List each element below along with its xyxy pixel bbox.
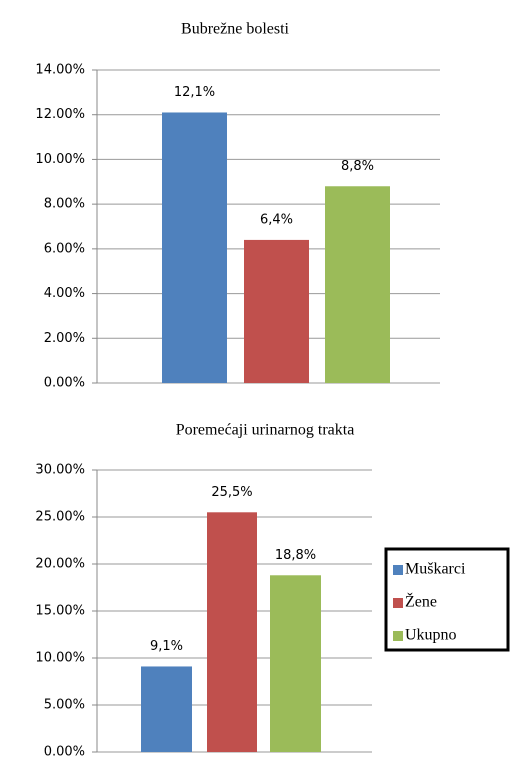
data-label: 25,5% xyxy=(211,485,252,500)
legend-box xyxy=(384,547,510,652)
data-label: 8,8% xyxy=(341,159,374,174)
chart-title: Bubrežne bolesti xyxy=(181,21,290,38)
y-tick-label: 10.00% xyxy=(35,152,85,167)
legend-text: Žene xyxy=(405,592,437,611)
bar xyxy=(162,112,227,383)
data-label: 18,8% xyxy=(275,548,316,563)
bar xyxy=(207,512,257,752)
y-tick-label: 2.00% xyxy=(44,331,85,346)
bar xyxy=(141,666,192,752)
y-tick-label: 5.00% xyxy=(44,698,85,713)
y-tick-label: 25.00% xyxy=(35,510,85,525)
data-label: 12,1% xyxy=(174,85,215,100)
chart-title: Poremećaji urinarnog trakta xyxy=(176,422,355,439)
y-tick-label: 30.00% xyxy=(35,463,85,478)
data-label: 9,1% xyxy=(150,639,183,654)
y-tick-label: 8.00% xyxy=(44,197,85,212)
bar xyxy=(270,575,321,752)
y-tick-label: 0.00% xyxy=(44,376,85,391)
y-tick-label: 0.00% xyxy=(44,745,85,757)
y-tick-label: 6.00% xyxy=(44,241,85,256)
y-tick-label: 15.00% xyxy=(35,604,85,619)
legend-swatch xyxy=(393,631,403,641)
bar xyxy=(244,239,309,383)
y-tick-label: 14.00% xyxy=(35,63,85,78)
y-tick-label: 20.00% xyxy=(35,557,85,572)
bar xyxy=(325,186,390,383)
legend-text: Muškarci xyxy=(405,561,466,578)
y-tick-label: 4.00% xyxy=(44,286,85,301)
y-tick-label: 10.00% xyxy=(35,651,85,666)
y-tick-label: 12.00% xyxy=(35,107,85,122)
legend-swatch xyxy=(393,598,403,608)
legend-swatch xyxy=(393,565,403,575)
data-label: 6,4% xyxy=(260,212,293,227)
legend-text: Ukupno xyxy=(405,627,457,644)
